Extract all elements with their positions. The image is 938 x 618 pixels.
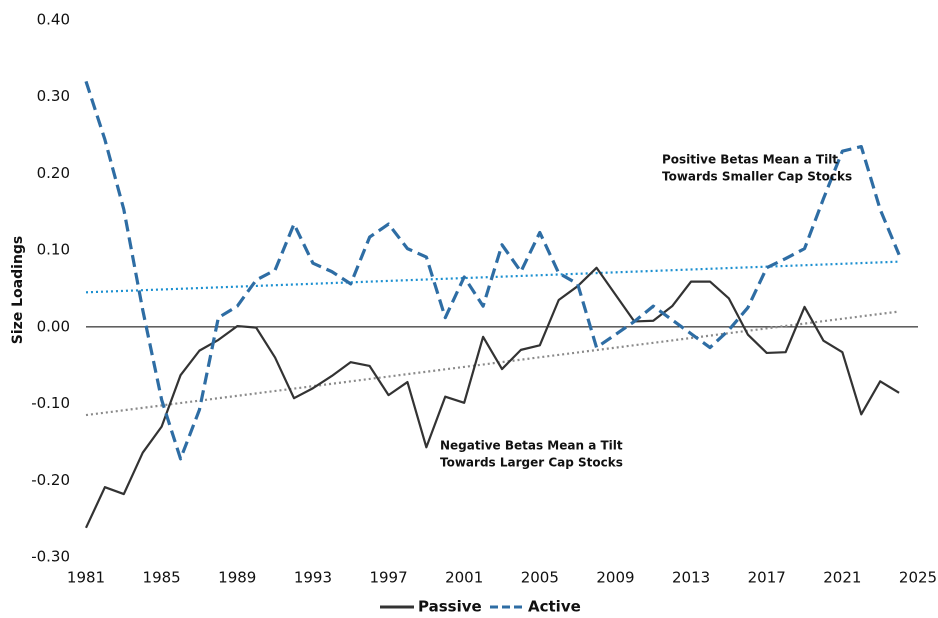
trend-line (85, 310, 900, 417)
x-tick-label: 2021 (823, 569, 861, 587)
y-tick-label: 0.40 (37, 11, 70, 29)
series-line (85, 266, 900, 529)
x-tick-label: 1985 (143, 569, 181, 587)
annotation: Towards Larger Cap Stocks (440, 456, 623, 470)
x-tick-label: 1989 (218, 569, 256, 587)
y-tick-label: -0.20 (31, 471, 70, 489)
x-tick-label: 1981 (67, 569, 105, 587)
x-tick-label: 2005 (521, 569, 559, 587)
y-axis-label: Size Loadings (10, 236, 26, 345)
x-tick-label: 1993 (294, 569, 332, 587)
annotation: Towards Smaller Cap Stocks (662, 170, 852, 184)
x-tick-label: 1997 (369, 569, 407, 587)
y-tick-label: 0.10 (37, 241, 70, 259)
x-tick-label: 2025 (899, 569, 937, 587)
y-tick-label: -0.30 (31, 548, 70, 566)
x-tick-label: 2009 (596, 569, 634, 587)
x-tick-label: 2013 (672, 569, 710, 587)
series-line (84, 80, 901, 461)
y-tick-label: 0.00 (37, 317, 70, 335)
annotation: Negative Betas Mean a Tilt (440, 439, 623, 453)
y-tick-label: -0.10 (31, 394, 70, 412)
y-tick-label: 0.30 (37, 87, 70, 105)
legend-label: Passive (418, 598, 482, 616)
x-tick-label: 2017 (748, 569, 786, 587)
legend-label: Active (528, 598, 581, 616)
annotation: Positive Betas Mean a Tilt (662, 153, 838, 167)
x-tick-label: 2001 (445, 569, 483, 587)
y-tick-label: 0.20 (37, 164, 70, 182)
